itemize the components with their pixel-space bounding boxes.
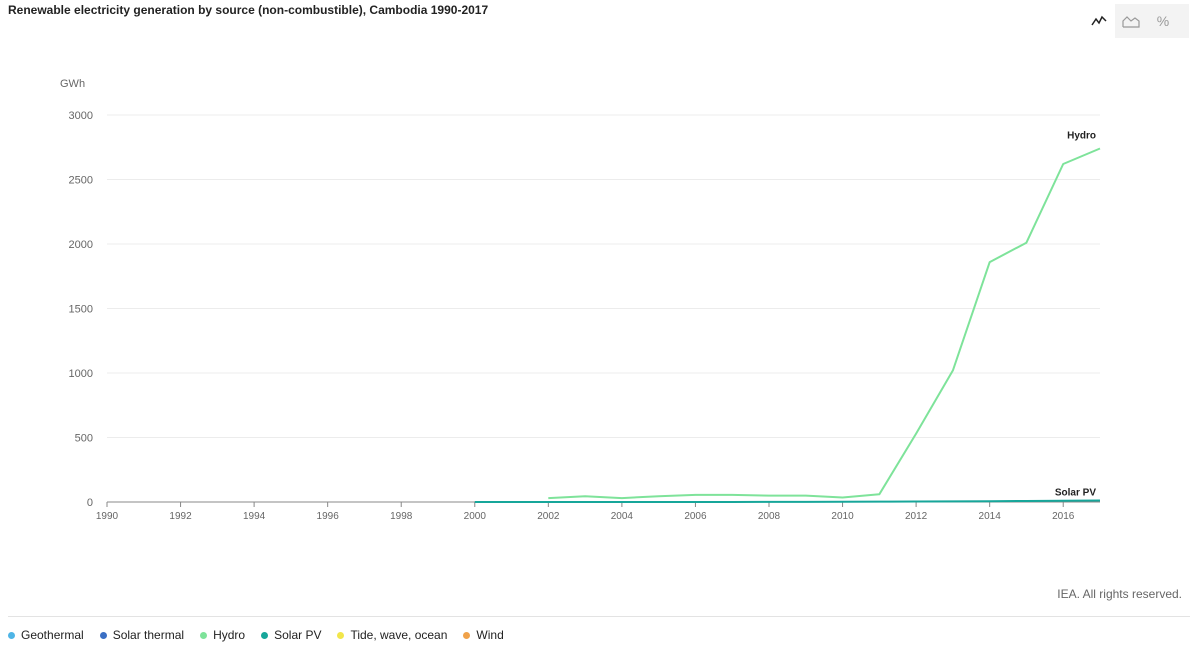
x-axis: 1990 1992 1994 1996 1998 2000 2002 2004 2006 2008…	[96, 501, 1100, 522]
legend-item-solar-thermal[interactable]: Solar thermal	[99, 628, 185, 642]
legend-label: Tide, wave, ocean	[350, 628, 448, 642]
x-tick-label: 1990	[96, 511, 119, 522]
legend-item-tide-wave-ocean[interactable]: Tide, wave, ocean	[337, 628, 447, 642]
legend-marker-icon	[337, 631, 345, 639]
percent-button[interactable]: %	[1147, 4, 1179, 38]
x-tick-label: 1998	[390, 511, 413, 522]
x-tick-label: 2002	[537, 511, 560, 522]
x-tick-label: 2010	[831, 511, 854, 522]
legend-marker-icon	[261, 631, 269, 639]
y-tick-label: 2000	[69, 239, 93, 251]
x-tick-label: 1996	[317, 511, 340, 522]
chart-type-toolbar: %	[1083, 4, 1189, 38]
line-chart-icon	[1091, 15, 1107, 26]
gridlines	[107, 114, 1100, 438]
legend-label: Solar thermal	[112, 628, 185, 642]
x-tick-label: 2004	[611, 511, 634, 522]
legend-label: Solar PV	[274, 628, 322, 642]
line-chart-button[interactable]	[1083, 4, 1115, 38]
y-axis-label: GWh	[60, 78, 85, 90]
x-tick-label: 1994	[243, 511, 266, 522]
legend-item-solar-pv[interactable]: Solar PV	[261, 628, 321, 642]
legend-marker-icon	[99, 631, 107, 639]
x-tick-label: 1992	[169, 511, 192, 522]
legend: Geothermal Solar thermal Hydro Solar PV Tide…	[8, 628, 520, 642]
x-tick-label: 2012	[905, 511, 928, 522]
legend-item-wind[interactable]: Wind	[463, 628, 504, 642]
y-tick-label: 1500	[69, 304, 93, 316]
percent-icon: %	[1156, 13, 1170, 29]
copyright-text: IEA. All rights reserved.	[1057, 587, 1182, 601]
legend-marker-icon	[8, 631, 15, 639]
legend-item-geothermal[interactable]: Geothermal	[8, 628, 84, 642]
x-tick-label: 2000	[464, 511, 487, 522]
y-tick-label: 1000	[69, 368, 93, 380]
y-tick-label: 500	[75, 433, 93, 445]
legend-marker-icon	[463, 631, 471, 639]
x-tick-label: 2014	[979, 511, 1002, 522]
solar-pv-series-label: Solar PV	[1055, 487, 1096, 498]
legend-item-hydro[interactable]: Hydro	[200, 628, 245, 642]
solar-pv-series-line	[474, 499, 1101, 503]
series-lines	[474, 147, 1101, 503]
legend-marker-icon	[200, 631, 208, 639]
series-labels: Solar PV Hydro	[1055, 131, 1096, 499]
hydro-series-line	[548, 147, 1101, 500]
y-tick-label: 0	[87, 497, 93, 509]
x-tick-label: 2016	[1052, 511, 1075, 522]
y-tick-label: 3000	[69, 110, 93, 122]
hydro-series-label: Hydro	[1067, 131, 1096, 142]
y-tick-label: 2500	[69, 175, 93, 187]
legend-label: Wind	[476, 628, 504, 642]
chart-title: Renewable electricity generation by sour…	[8, 3, 489, 17]
area-chart-icon	[1122, 15, 1140, 28]
legend-divider	[8, 616, 1190, 617]
x-tick-label: 2006	[684, 511, 707, 522]
legend-label: Hydro	[213, 628, 246, 642]
area-chart-button[interactable]	[1115, 4, 1147, 38]
y-axis-ticks: 0 500 1000 1500 2000 2500 3000	[69, 110, 93, 509]
x-tick-label: 2008	[758, 511, 781, 522]
legend-label: Geothermal	[21, 628, 84, 642]
